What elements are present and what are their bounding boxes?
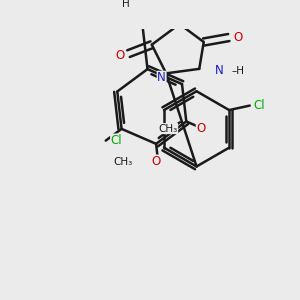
Text: H: H <box>122 0 130 9</box>
Text: N: N <box>214 64 223 77</box>
Text: Cl: Cl <box>111 134 122 147</box>
Text: CH₃: CH₃ <box>114 157 133 166</box>
Text: O: O <box>233 31 242 44</box>
Text: O: O <box>196 122 206 135</box>
Text: N: N <box>157 71 166 84</box>
Text: Cl: Cl <box>254 99 266 112</box>
Text: O: O <box>152 155 161 168</box>
Text: O: O <box>115 49 124 62</box>
Text: CH₃: CH₃ <box>158 124 178 134</box>
Text: –H: –H <box>232 66 244 76</box>
